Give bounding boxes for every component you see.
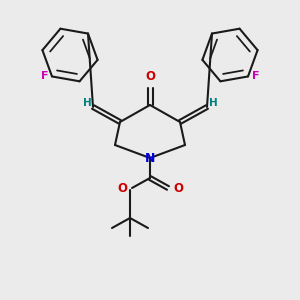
Text: H: H [82,98,91,108]
Text: O: O [117,182,127,196]
Text: H: H [208,98,217,108]
Text: F: F [40,71,48,81]
Text: N: N [145,152,155,164]
Text: O: O [145,70,155,83]
Text: F: F [252,71,260,81]
Text: O: O [173,182,183,196]
